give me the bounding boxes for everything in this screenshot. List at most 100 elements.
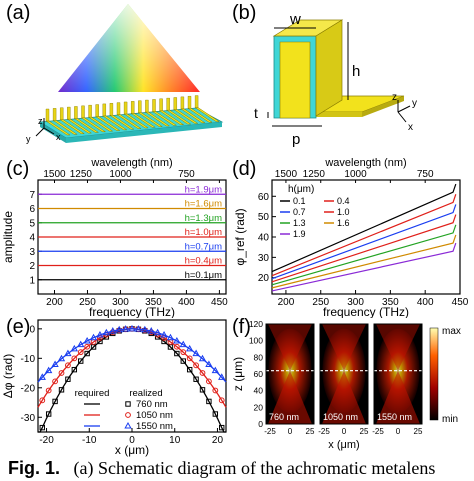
- dimension-w: w: [274, 11, 316, 29]
- y-tick-label: 1: [29, 275, 35, 286]
- legend-label: 0.7: [293, 207, 306, 217]
- axis-x-a: x: [56, 132, 61, 142]
- nanofin-face: [138, 100, 142, 113]
- beam-lower: [268, 370, 312, 424]
- y-tick-label: 100: [249, 336, 263, 346]
- y-tick-label: 0: [258, 419, 263, 429]
- marker-square: [212, 411, 219, 417]
- panel-label-f: (f): [232, 316, 251, 338]
- beam-lower: [376, 370, 420, 424]
- marker-triangle: [141, 325, 149, 333]
- legend-label: 1050 nm: [136, 410, 173, 421]
- series-label: h=0.4μm: [185, 256, 223, 267]
- marker-circle: [39, 397, 46, 404]
- x-tick-label: 450: [211, 297, 228, 308]
- series-label: h=1.9μm: [185, 184, 223, 195]
- y-axis-label: z (μm): [232, 357, 245, 391]
- nanofin-face: [187, 95, 192, 109]
- marker-square: [97, 338, 103, 345]
- colorbar-min-label: min: [442, 414, 458, 425]
- map-wavelength-label: 1550 nm: [377, 412, 412, 422]
- svg-text:p: p: [292, 131, 300, 148]
- x-tick-label: 25: [414, 427, 423, 436]
- series-line: [271, 194, 457, 277]
- legend-marker: [125, 412, 131, 418]
- x-axis-label: frequency (THz): [89, 305, 175, 318]
- legend-label: 1.0: [337, 207, 350, 217]
- legend-label: 1.6: [337, 218, 350, 228]
- y-tick-label: 40: [258, 233, 270, 244]
- y-tick-label: 80: [254, 352, 264, 362]
- x-tick-label: 300: [112, 297, 129, 308]
- x-tick-label: 350: [145, 297, 162, 308]
- y-tick-label: 60: [254, 369, 264, 379]
- marker-circle: [52, 378, 58, 385]
- marker-circle: [71, 355, 78, 362]
- beam-upper: [268, 324, 312, 371]
- legend-realized-header: realized: [129, 388, 162, 399]
- marker-triangle: [89, 333, 98, 341]
- beam-lower: [322, 370, 366, 424]
- series-line: [271, 214, 457, 283]
- dimension-p: p: [272, 125, 322, 148]
- marker-triangle: [128, 324, 136, 332]
- x-tick-label: 250: [312, 297, 329, 308]
- marker-circle: [218, 397, 225, 404]
- marker-circle: [212, 387, 219, 394]
- y-tick-label: 20: [258, 273, 270, 284]
- legend-marker: [124, 421, 132, 429]
- colorbar: [429, 327, 439, 421]
- legend-label: 0.4: [337, 196, 350, 206]
- marker-triangle: [51, 360, 59, 367]
- nanofin-face: [60, 107, 64, 120]
- beam-upper: [376, 324, 420, 371]
- caption-text: (a) Schematic diagram of the achromatic …: [73, 458, 436, 478]
- intensity-map-frame: [319, 323, 369, 425]
- svg-text:y: y: [412, 98, 417, 109]
- chart-c-amplitude: 200 250 300 350 400 450 1 2 3 4 5 6 7 1500 1250 1000 750…: [1, 158, 228, 318]
- panel-label-b: (b): [232, 2, 257, 24]
- focal-glow: [376, 328, 420, 413]
- top-tick-label: 1500: [275, 169, 298, 180]
- marker-square: [161, 338, 167, 345]
- dimension-h: h: [347, 22, 360, 100]
- legend-required-header: required: [75, 388, 110, 399]
- legend-label: 1550 nm: [136, 421, 173, 432]
- legend-marker: [125, 401, 131, 407]
- svg-text:t: t: [254, 105, 258, 121]
- axis-triad-b: z y x: [392, 92, 417, 133]
- marker-triangle: [205, 360, 213, 367]
- marker-circle: [173, 343, 180, 350]
- y-axis-label: φ_ref (rad): [233, 208, 247, 265]
- panel-label-d: (d): [232, 158, 257, 180]
- y-axis-label: Δφ (rad): [1, 354, 15, 398]
- top-tick-label: 1250: [70, 169, 93, 180]
- nanofin-face: [45, 108, 50, 122]
- intensity-map-frame: [373, 323, 423, 425]
- y-tick-label: 7: [29, 190, 35, 201]
- y-tick-label: 40: [254, 386, 264, 396]
- marker-triangle: [153, 328, 162, 336]
- marker-square: [186, 366, 193, 373]
- panel-label-e: (e): [6, 316, 31, 338]
- marker-square: [45, 411, 52, 417]
- marker-triangle: [57, 354, 66, 362]
- marker-square: [219, 424, 225, 431]
- x-tick-label: 0: [129, 435, 135, 446]
- y-axis-label: amplitude: [1, 211, 15, 263]
- y-tick-label: 4: [29, 233, 35, 244]
- series-label: h=0.7μm: [185, 241, 223, 252]
- legend-label: 0.1: [293, 196, 306, 206]
- legend-label: 1.9: [293, 229, 306, 239]
- x-tick-label: 0: [288, 427, 293, 436]
- y-tick-label: 2: [29, 261, 35, 272]
- x-tick-label: 250: [79, 297, 96, 308]
- marker-square: [180, 358, 186, 364]
- marker-circle: [206, 378, 212, 385]
- series-line: [271, 224, 457, 286]
- marker-square: [78, 358, 84, 364]
- marker-circle: [84, 343, 91, 350]
- x-tick-label: 20: [212, 435, 224, 446]
- dimension-t: t: [254, 105, 269, 121]
- figure-caption: Fig. 1. (a) Schematic diagram of the ach…: [8, 458, 474, 479]
